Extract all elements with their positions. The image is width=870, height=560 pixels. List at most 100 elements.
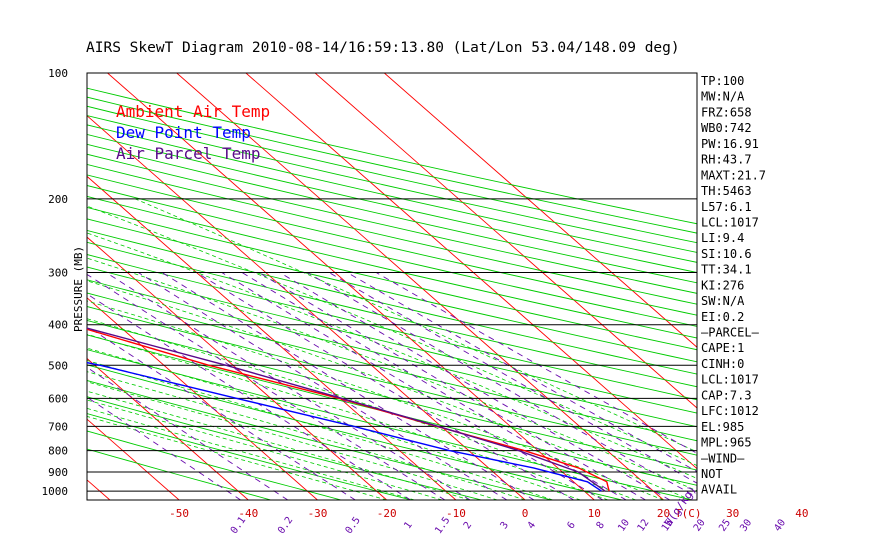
pressure-tick-label: 600 (48, 392, 68, 405)
stat-line: LI:9.4 (701, 231, 744, 245)
stat-line: RH:43.7 (701, 153, 752, 167)
series-dew-point-temp (87, 361, 602, 492)
stat-line: TH:5463 (701, 184, 752, 198)
stat-line: WB0:742 (701, 121, 752, 135)
mixing-ratio-label: 0.2 (276, 515, 295, 536)
stat-line: TT:34.1 (701, 263, 752, 277)
moist-adiabat-line (87, 280, 692, 500)
moist-adiabat-line (87, 257, 697, 492)
bottom-temp-tick-label: 30 (726, 507, 739, 520)
stat-line: SW:N/A (701, 294, 745, 308)
isotherm-line (87, 297, 318, 500)
stat-line: CINH:0 (701, 357, 744, 371)
stat-line: MPL:965 (701, 436, 752, 450)
bottom-temp-tick-label: -40 (238, 507, 258, 520)
pressure-tick-label: 800 (48, 445, 68, 458)
dry-adiabat-line (87, 364, 622, 500)
dry-adiabat-line (87, 334, 697, 486)
chart-title: AIRS SkewT Diagram 2010-08-14/16:59:13.8… (86, 40, 680, 56)
mixing-ratio-line (221, 272, 604, 500)
bottom-temp-tick-label: 40 (795, 507, 808, 520)
dry-adiabat-line (87, 266, 697, 414)
legend-entry: Ambient Air Temp (116, 102, 270, 121)
bottom-temp-tick-label: 0 (522, 507, 529, 520)
bottom-temperature-axis: -50 -40 -30 -20 -10 0 10 20 30 40 (169, 507, 808, 520)
stat-line: —PARCEL— (701, 326, 760, 340)
moist-adiabat-line (87, 318, 636, 500)
mixing-ratio-line (375, 272, 697, 454)
mixing-ratio-label: 1 (402, 520, 414, 531)
mixing-ratio-line (105, 272, 471, 500)
plot-frame (86, 72, 698, 501)
dry-adiabat-line (87, 163, 697, 305)
mixing-ratio-line (241, 272, 627, 500)
stat-line: SI:10.6 (701, 247, 752, 261)
moist-adiabat-line (135, 198, 697, 453)
dry-adiabat-line (87, 133, 697, 274)
mixing-ratio-label: 8 (595, 520, 607, 531)
dry-adiabat-line (87, 319, 697, 471)
series-air-parcel-temp (87, 327, 606, 492)
bottom-temp-tick-label: -50 (169, 507, 189, 520)
mixing-ratio-label: 0.5 (344, 515, 363, 536)
stat-line: LCL:1017 (701, 215, 759, 229)
dry-adiabat-line (87, 254, 697, 401)
stat-line: —WIND— (701, 451, 745, 465)
isotherm-line (0, 73, 41, 500)
profile-series (87, 327, 610, 492)
mixing-ratio-label: 2 (462, 520, 474, 531)
legend: Ambient Air Temp Dew Point Temp Air Parcel… (116, 102, 270, 163)
mixing-ratio-label: 30 (738, 517, 754, 533)
pressure-axis: 100 200 300 400 500 600 700 800 900 1000 (42, 67, 69, 498)
dry-adiabat-line (87, 229, 697, 375)
stat-line: L57:6.1 (701, 200, 752, 214)
mixing-ratio-line (328, 272, 697, 484)
dry-adiabat-line (87, 143, 697, 284)
series-ambient-air-temp (87, 328, 610, 492)
moist-adiabat-line (87, 347, 581, 500)
dry-adiabat-lines (87, 87, 697, 500)
moist-adiabat-line (87, 300, 664, 500)
mixing-unit-label: W(g/kg) (662, 483, 699, 528)
stat-line: EI:0.2 (701, 310, 744, 324)
mixing-ratio-line (87, 366, 289, 500)
pressure-tick-label: 200 (48, 193, 68, 206)
mixing-ratio-line (258, 272, 646, 500)
isotherm-line (87, 418, 180, 500)
moist-adiabat-line (87, 381, 498, 500)
mixing-ratio-label: 3 (499, 520, 511, 531)
bottom-temp-tick-label: -20 (377, 507, 397, 520)
dry-adiabat-line (87, 448, 272, 500)
mixing-ratio-line (196, 272, 574, 500)
isotherm-line (87, 479, 111, 500)
dry-adiabat-line (87, 413, 412, 500)
pressure-tick-label: 900 (48, 466, 68, 479)
dry-adiabat-line (87, 124, 697, 263)
moist-adiabat-line (87, 371, 526, 500)
moist-adiabat-line (87, 416, 387, 500)
dry-adiabat-line (87, 185, 697, 327)
mixing-ratio-line (161, 272, 535, 500)
mixing-ratio-line (87, 325, 356, 500)
mixing-ratio-lines (87, 272, 697, 500)
y-axis-label: PRESSURE (MB) (72, 246, 85, 332)
mixing-ratio-line (279, 272, 671, 500)
stat-line: CAPE:1 (701, 341, 744, 355)
stat-line: PW:16.91 (701, 137, 759, 151)
isotherm-line (87, 357, 249, 500)
pressure-tick-label: 100 (48, 67, 68, 80)
dry-adiabat-line (87, 218, 697, 363)
mixing-ratio-label: 10 (616, 517, 632, 533)
dry-adiabat-line (87, 153, 697, 294)
dry-adiabat-line (87, 174, 697, 316)
stat-line: MAXT:21.7 (701, 168, 766, 182)
stat-line: EL:985 (701, 420, 744, 434)
moist-adiabat-line (87, 205, 697, 466)
stat-line: MW:N/A (701, 90, 745, 104)
bottom-temp-tick-label: 10 (588, 507, 601, 520)
legend-entry: Air Parcel Temp (116, 144, 261, 163)
mixing-ratio-label: 6 (565, 520, 577, 531)
mixing-ratio-line (87, 273, 446, 500)
stat-line: CAP:7.3 (701, 388, 752, 402)
